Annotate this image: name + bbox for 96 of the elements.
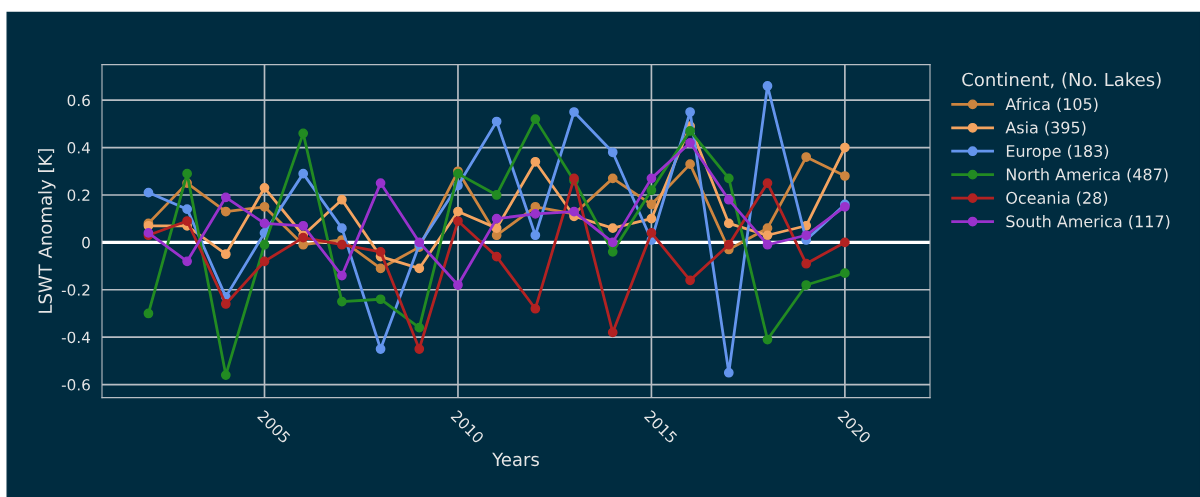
point — [259, 218, 270, 229]
point — [259, 201, 270, 212]
point — [840, 171, 850, 181]
point — [723, 194, 734, 205]
point — [298, 128, 309, 139]
point — [453, 206, 463, 217]
y-tick-label: -0.2 — [61, 284, 90, 296]
point — [607, 173, 618, 184]
point — [840, 268, 850, 279]
point — [762, 239, 773, 250]
point — [685, 275, 695, 286]
point — [685, 107, 695, 117]
point — [607, 147, 618, 158]
point — [220, 206, 231, 217]
point — [220, 192, 231, 203]
point — [491, 116, 502, 127]
point — [801, 280, 812, 290]
legend-label: North America (487) — [1006, 168, 1168, 183]
point — [646, 228, 657, 238]
point — [375, 344, 386, 354]
point — [723, 239, 734, 250]
point — [723, 173, 734, 184]
point — [491, 190, 502, 200]
point — [646, 199, 657, 210]
legend-label: Oceania (28) — [1006, 191, 1108, 206]
point — [801, 230, 812, 241]
point — [453, 216, 463, 226]
point — [530, 230, 541, 241]
point — [762, 178, 773, 188]
point — [840, 237, 850, 248]
point — [723, 218, 734, 229]
point — [530, 209, 541, 219]
point — [337, 270, 347, 281]
point — [220, 299, 231, 309]
point — [569, 107, 579, 117]
point — [685, 159, 695, 170]
legend-label: Asia (395) — [1005, 121, 1086, 136]
point — [685, 126, 695, 136]
point — [337, 239, 347, 250]
y-tick-label: 0.2 — [67, 189, 90, 201]
point — [646, 173, 657, 184]
point — [337, 223, 347, 234]
point — [607, 327, 618, 338]
point — [685, 137, 695, 148]
point — [259, 182, 270, 193]
point — [530, 156, 541, 167]
legend-title: Continent, (No. Lakes) — [962, 72, 1161, 89]
y-tick-label: 0.4 — [67, 142, 91, 154]
point — [375, 294, 386, 305]
point — [182, 168, 192, 179]
x-axis-title: Years — [492, 452, 539, 467]
y-tick-label: 0.6 — [67, 94, 90, 107]
point — [530, 114, 541, 124]
point — [220, 249, 231, 260]
legend-label: Europe (183) — [1006, 144, 1109, 161]
point — [182, 216, 192, 226]
point — [182, 256, 192, 267]
point — [259, 256, 270, 267]
point — [840, 142, 850, 153]
point — [491, 213, 502, 224]
point — [375, 246, 386, 257]
point — [762, 230, 773, 241]
point — [337, 194, 347, 205]
point — [375, 263, 386, 274]
point — [607, 246, 618, 257]
point — [143, 187, 154, 198]
point — [530, 303, 541, 314]
point — [491, 223, 502, 234]
point — [723, 367, 734, 378]
point — [646, 213, 657, 224]
point — [298, 220, 309, 231]
y-tick-label: -0.4 — [61, 331, 91, 344]
point — [646, 185, 657, 196]
y-tick-label: 0 — [82, 236, 90, 249]
point — [375, 178, 386, 188]
y-tick-label: -0.6 — [61, 379, 90, 391]
point — [259, 239, 270, 250]
point — [182, 204, 192, 215]
point — [762, 334, 773, 345]
legend-label: South America (117) — [1006, 215, 1170, 230]
point — [453, 280, 463, 290]
point — [607, 223, 618, 234]
point — [143, 308, 154, 319]
point — [298, 168, 309, 179]
point — [220, 370, 231, 380]
point — [414, 263, 425, 274]
point — [414, 322, 425, 333]
point — [801, 258, 812, 269]
point — [801, 152, 812, 162]
y-axis-title: LSWT Anomaly [K] — [38, 149, 56, 313]
point — [414, 344, 425, 354]
legend-label: Africa (105) — [1005, 97, 1098, 113]
point — [762, 81, 773, 91]
point — [337, 296, 347, 307]
point — [607, 237, 618, 248]
point — [491, 251, 502, 262]
